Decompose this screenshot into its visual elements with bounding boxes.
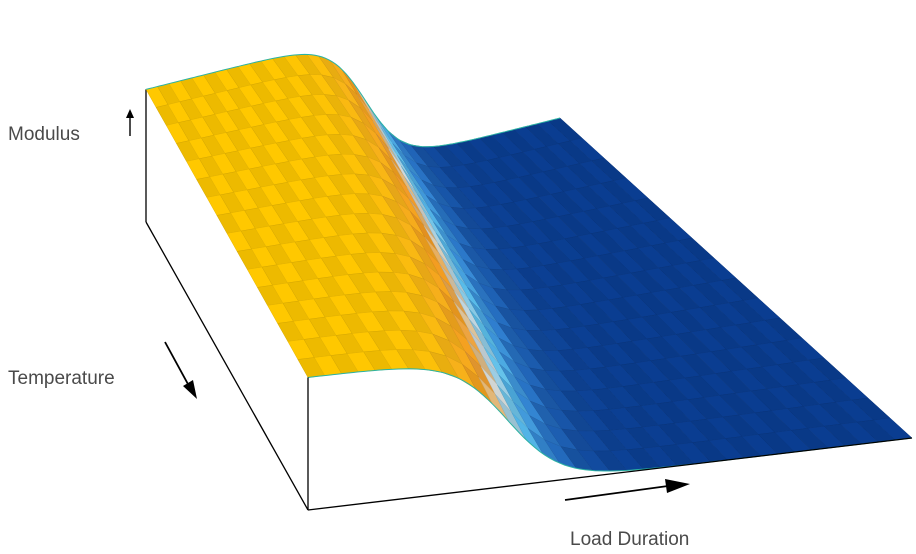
temperature-axis-label: Temperature: [8, 368, 115, 389]
temperature-axis: Temperature: [8, 341, 197, 399]
modulus-surface: [145, 53, 913, 472]
modulus-arrow-icon: [126, 109, 134, 136]
box-edge-floor-front: [307, 437, 913, 511]
box-edge-floor-left: [145, 221, 309, 511]
surface-back-rim: [145, 53, 561, 148]
modulus-axis: Modulus: [8, 109, 134, 145]
temperature-arrow-icon: [164, 341, 197, 399]
modulus-axis-label: Modulus: [8, 124, 80, 145]
plot-box-front: [307, 377, 913, 511]
load-duration-axis-label: Load Duration: [570, 529, 689, 550]
load-duration-axis: Load Duration: [564, 479, 690, 550]
load-duration-arrow-icon: [564, 479, 690, 501]
plot-box-back: [145, 89, 309, 511]
